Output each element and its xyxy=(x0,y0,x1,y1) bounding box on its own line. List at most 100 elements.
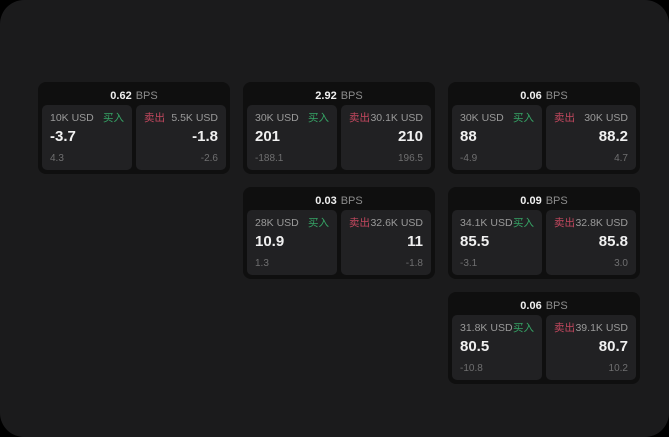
sell-panel[interactable]: 卖出 39.1K USD 80.7 10.2 xyxy=(546,315,636,380)
sell-change: 10.2 xyxy=(608,363,628,374)
card-header: 2.92 BPS xyxy=(247,86,431,105)
sell-panel[interactable]: 卖出 5.5K USD -1.8 -2.6 xyxy=(136,105,226,170)
sell-price: 88.2 xyxy=(598,128,628,145)
buy-panel-top: 30K USD 买入 xyxy=(255,112,329,125)
buy-panel[interactable]: 28K USD 买入 10.9 1.3 xyxy=(247,210,337,275)
buy-price: 201 xyxy=(255,128,281,145)
sell-price: 11 xyxy=(407,233,423,250)
buy-badge: 买入 xyxy=(103,112,124,124)
buy-sell-panels: 10K USD 买入 -3.7 4.3 卖出 5.5K USD -1.8 -2.… xyxy=(42,105,226,170)
sell-change: -1.8 xyxy=(405,258,423,269)
buy-badge: 买入 xyxy=(513,217,534,229)
buy-panel[interactable]: 10K USD 买入 -3.7 4.3 xyxy=(42,105,132,170)
card-header: 0.06 BPS xyxy=(452,86,636,105)
sell-badge: 卖出 xyxy=(554,112,575,124)
card-header: 0.09 BPS xyxy=(452,191,636,210)
bps-value: 0.62 xyxy=(110,90,132,102)
buy-change: -4.9 xyxy=(460,153,478,164)
buy-sell-panels: 30K USD 买入 88 -4.9 卖出 30K USD 88.2 4.7 xyxy=(452,105,636,170)
buy-badge: 买入 xyxy=(308,217,329,229)
sell-price: 80.7 xyxy=(598,338,628,355)
buy-change: -3.1 xyxy=(460,258,478,269)
sell-amount-label: 32.8K USD xyxy=(575,217,628,229)
quote-card: 0.62 BPS 10K USD 买入 -3.7 4.3 卖出 5.5K USD xyxy=(38,82,230,174)
buy-panel[interactable]: 34.1K USD 买入 85.5 -3.1 xyxy=(452,210,542,275)
quote-card: 0.09 BPS 34.1K USD 买入 85.5 -3.1 卖出 32.8K… xyxy=(448,187,640,279)
sell-badge: 卖出 xyxy=(349,217,370,229)
buy-amount-label: 10K USD xyxy=(50,112,94,124)
buy-price: 88 xyxy=(460,128,477,145)
buy-sell-panels: 30K USD 买入 201 -188.1 卖出 30.1K USD 210 1… xyxy=(247,105,431,170)
bps-value: 0.09 xyxy=(520,195,542,207)
bps-value: 2.92 xyxy=(315,90,337,102)
cards-grid: 0.62 BPS 10K USD 买入 -3.7 4.3 卖出 5.5K USD xyxy=(38,82,640,384)
buy-badge: 买入 xyxy=(513,322,534,334)
quote-card: 0.03 BPS 28K USD 买入 10.9 1.3 卖出 32.6K US… xyxy=(243,187,435,279)
sell-badge: 卖出 xyxy=(554,322,575,334)
buy-panel[interactable]: 30K USD 买入 88 -4.9 xyxy=(452,105,542,170)
buy-sell-panels: 28K USD 买入 10.9 1.3 卖出 32.6K USD 11 -1.8 xyxy=(247,210,431,275)
sell-badge: 卖出 xyxy=(144,112,165,124)
buy-panel-top: 10K USD 买入 xyxy=(50,112,124,125)
buy-badge: 买入 xyxy=(513,112,534,124)
buy-amount-label: 34.1K USD xyxy=(460,217,513,229)
sell-panel-top: 卖出 39.1K USD xyxy=(554,322,628,335)
bps-unit-label: BPS xyxy=(545,90,568,102)
sell-amount-label: 39.1K USD xyxy=(575,322,628,334)
quote-card: 2.92 BPS 30K USD 买入 201 -188.1 卖出 30.1K … xyxy=(243,82,435,174)
buy-change: 4.3 xyxy=(50,153,64,164)
quote-card: 0.06 BPS 30K USD 买入 88 -4.9 卖出 30K USD xyxy=(448,82,640,174)
sell-panel[interactable]: 卖出 32.6K USD 11 -1.8 xyxy=(341,210,431,275)
card-header: 0.03 BPS xyxy=(247,191,431,210)
buy-panel-top: 34.1K USD 买入 xyxy=(460,217,534,230)
sell-panel[interactable]: 卖出 32.8K USD 85.8 3.0 xyxy=(546,210,636,275)
quote-card: 0.06 BPS 31.8K USD 买入 80.5 -10.8 卖出 39.1… xyxy=(448,292,640,384)
sell-amount-label: 5.5K USD xyxy=(171,112,218,124)
buy-panel[interactable]: 31.8K USD 买入 80.5 -10.8 xyxy=(452,315,542,380)
buy-change: 1.3 xyxy=(255,258,269,269)
sell-panel-top: 卖出 30K USD xyxy=(554,112,628,125)
sell-amount-label: 30K USD xyxy=(584,112,628,124)
bps-value: 0.03 xyxy=(315,195,337,207)
sell-panel-top: 卖出 32.8K USD xyxy=(554,217,628,230)
buy-change: -10.8 xyxy=(460,363,483,374)
buy-badge: 买入 xyxy=(308,112,329,124)
card-header: 0.62 BPS xyxy=(42,86,226,105)
bps-unit-label: BPS xyxy=(135,90,158,102)
buy-price: -3.7 xyxy=(50,128,76,145)
buy-change: -188.1 xyxy=(255,153,284,164)
sell-amount-label: 32.6K USD xyxy=(370,217,423,229)
sell-change: 196.5 xyxy=(397,153,423,164)
buy-panel-top: 30K USD 买入 xyxy=(460,112,534,125)
buy-price: 10.9 xyxy=(255,233,285,250)
buy-price: 85.5 xyxy=(460,233,490,250)
bps-unit-label: BPS xyxy=(340,90,363,102)
sell-price: -1.8 xyxy=(192,128,218,145)
buy-price: 80.5 xyxy=(460,338,490,355)
sell-panel[interactable]: 卖出 30K USD 88.2 4.7 xyxy=(546,105,636,170)
buy-amount-label: 28K USD xyxy=(255,217,299,229)
buy-panel-top: 31.8K USD 买入 xyxy=(460,322,534,335)
bps-unit-label: BPS xyxy=(340,195,363,207)
buy-sell-panels: 31.8K USD 买入 80.5 -10.8 卖出 39.1K USD 80.… xyxy=(452,315,636,380)
bps-value: 0.06 xyxy=(520,90,542,102)
card-header: 0.06 BPS xyxy=(452,296,636,315)
sell-panel[interactable]: 卖出 30.1K USD 210 196.5 xyxy=(341,105,431,170)
sell-badge: 卖出 xyxy=(554,217,575,229)
buy-amount-label: 30K USD xyxy=(255,112,299,124)
buy-panel[interactable]: 30K USD 买入 201 -188.1 xyxy=(247,105,337,170)
sell-panel-top: 卖出 30.1K USD xyxy=(349,112,423,125)
sell-change: 3.0 xyxy=(614,258,628,269)
sell-badge: 卖出 xyxy=(349,112,370,124)
sell-change: 4.7 xyxy=(614,153,628,164)
bps-value: 0.06 xyxy=(520,300,542,312)
buy-panel-top: 28K USD 买入 xyxy=(255,217,329,230)
sell-panel-top: 卖出 5.5K USD xyxy=(144,112,218,125)
sell-change: -2.6 xyxy=(200,153,218,164)
sell-panel-top: 卖出 32.6K USD xyxy=(349,217,423,230)
bps-unit-label: BPS xyxy=(545,300,568,312)
buy-amount-label: 30K USD xyxy=(460,112,504,124)
bps-unit-label: BPS xyxy=(545,195,568,207)
